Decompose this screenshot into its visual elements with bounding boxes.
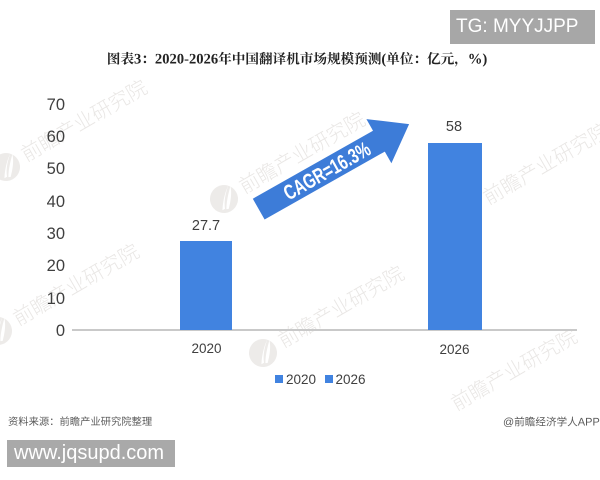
svg-text:CAGR=16.3%: CAGR=16.3% — [279, 136, 375, 204]
